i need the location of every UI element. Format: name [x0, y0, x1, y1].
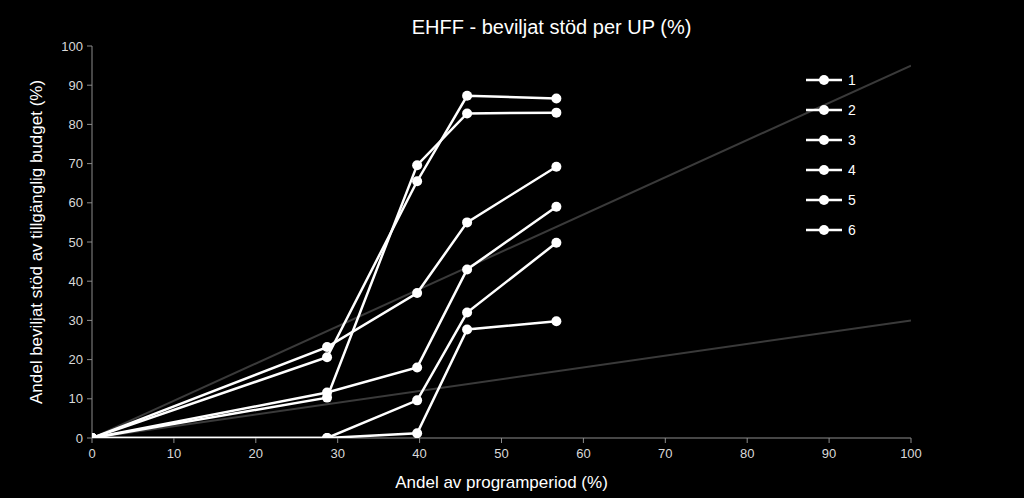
y-axis-label: Andel beviljat stöd av tillgänglig budge…	[27, 80, 46, 404]
x-tick	[583, 438, 584, 443]
x-tick-label: 10	[167, 446, 181, 461]
point	[412, 428, 422, 438]
x-tick-label: 70	[658, 446, 672, 461]
legend-marker	[819, 75, 829, 85]
reference-line	[92, 320, 911, 438]
legend-marker	[819, 165, 829, 175]
x-tick-label: 80	[740, 446, 754, 461]
series-line	[92, 321, 556, 438]
x-tick-label: 0	[88, 446, 95, 461]
series-line	[92, 207, 556, 438]
x-tick	[501, 438, 502, 443]
series-line	[92, 113, 556, 438]
legend-label: 3	[848, 132, 856, 148]
x-tick	[173, 438, 174, 443]
point	[412, 395, 422, 405]
y-tick-label: 90	[69, 78, 83, 93]
point	[92, 433, 97, 438]
point	[551, 108, 561, 118]
y-tick-label: 20	[69, 352, 83, 367]
legend-marker	[819, 135, 829, 145]
x-tick	[92, 438, 93, 443]
series-line	[92, 96, 556, 438]
point	[322, 352, 332, 362]
x-tick-label: 60	[576, 446, 590, 461]
title: EHFF - beviljat stöd per UP (%)	[412, 16, 692, 38]
x-tick-label: 90	[822, 446, 836, 461]
x-tick-label: 30	[330, 446, 344, 461]
point	[462, 264, 472, 274]
x-tick-label: 50	[494, 446, 508, 461]
y-tick	[87, 281, 92, 282]
y-tick-label: 80	[69, 117, 83, 132]
point	[462, 217, 472, 227]
point	[412, 176, 422, 186]
legend-label: 5	[848, 192, 856, 208]
y-tick-label: 70	[69, 156, 83, 171]
point	[462, 308, 472, 318]
x-tick	[665, 438, 666, 443]
point	[92, 433, 97, 438]
point	[322, 433, 332, 438]
series-line	[92, 243, 556, 438]
point	[551, 162, 561, 172]
legend-marker	[819, 195, 829, 205]
point	[551, 94, 561, 104]
y-tick-label: 100	[61, 39, 83, 54]
y-tick	[87, 85, 92, 86]
legend-label: 4	[848, 162, 856, 178]
y-tick	[87, 202, 92, 203]
y-tick	[87, 242, 92, 243]
x-tick	[255, 438, 256, 443]
point	[92, 433, 97, 438]
point	[412, 362, 422, 372]
point	[462, 91, 472, 101]
y-tick	[87, 46, 92, 47]
point	[92, 433, 97, 438]
y-tick-label: 10	[69, 391, 83, 406]
y-tick-label: 40	[69, 274, 83, 289]
x-tick-label: 20	[249, 446, 263, 461]
point	[551, 238, 561, 248]
legend-marker	[819, 105, 829, 115]
point	[322, 342, 332, 352]
y-tick	[87, 359, 92, 360]
x-tick	[337, 438, 338, 443]
legend-label: 2	[848, 102, 856, 118]
x-tick-label: 100	[900, 446, 922, 461]
y-tick	[87, 398, 92, 399]
x-axis-label: Andel av programperiod (%)	[395, 473, 608, 492]
chart: EHFF - beviljat stöd per UP (%)010203040…	[0, 0, 1024, 498]
y-tick	[87, 163, 92, 164]
y-tick	[87, 124, 92, 125]
point	[412, 160, 422, 170]
x-tick-label: 40	[412, 446, 426, 461]
point	[322, 433, 332, 438]
x-tick	[747, 438, 748, 443]
point	[92, 433, 97, 438]
legend-label: 6	[848, 222, 856, 238]
point	[412, 288, 422, 298]
point	[322, 388, 332, 398]
point	[462, 108, 472, 118]
x-tick	[911, 438, 912, 443]
y-tick-label: 60	[69, 195, 83, 210]
point	[551, 316, 561, 326]
reference-line	[92, 66, 911, 438]
legend-marker	[819, 225, 829, 235]
x-tick	[419, 438, 420, 443]
y-tick	[87, 320, 92, 321]
y-tick-label: 50	[69, 235, 83, 250]
y-tick-label: 0	[76, 431, 83, 446]
point	[551, 202, 561, 212]
point	[462, 324, 472, 334]
plot-area	[92, 66, 911, 438]
background	[0, 0, 1024, 498]
y-tick	[87, 438, 92, 439]
x-tick	[829, 438, 830, 443]
series-line	[92, 167, 556, 438]
point	[92, 433, 97, 438]
legend-label: 1	[848, 72, 856, 88]
y-tick-label: 30	[69, 313, 83, 328]
